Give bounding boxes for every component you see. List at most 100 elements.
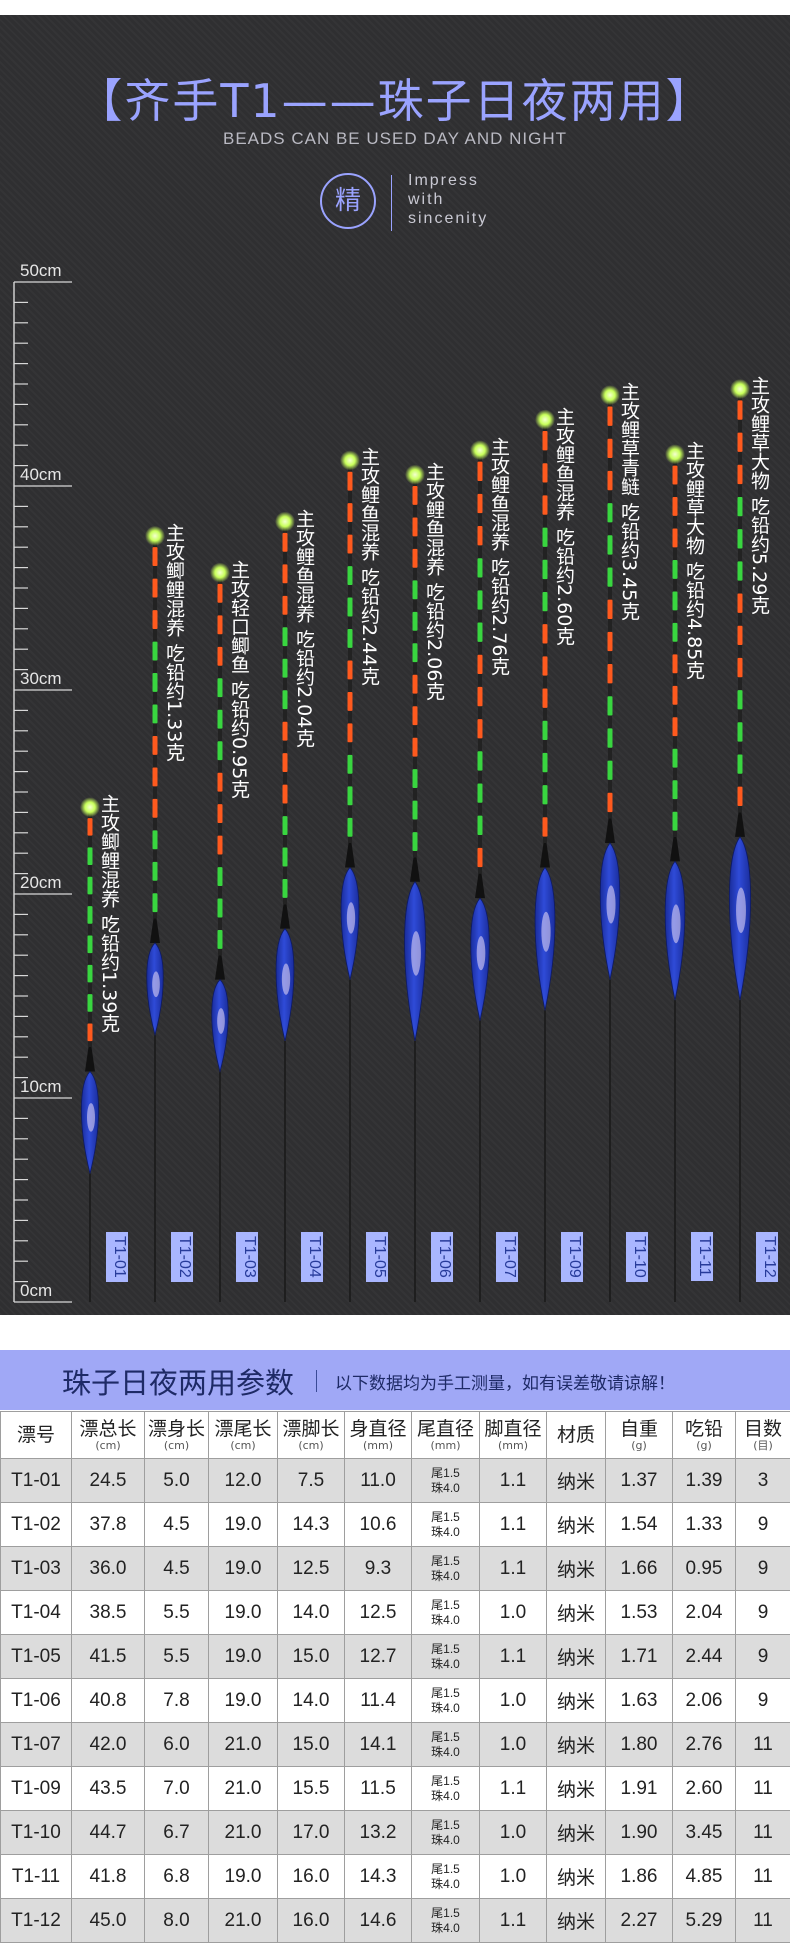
table-cell: 1.63	[605, 1678, 673, 1723]
table-cell: 尾1.5 珠4.0	[411, 1854, 480, 1899]
table-row: T1-11 41.8 6.8 19.0 16.0 14.3 尾1.5 珠4.0 1.0 纳米 1.8…	[0, 1854, 790, 1899]
table-cell-line: 尾1.5	[431, 1509, 460, 1524]
table-cell: 15.0	[277, 1634, 345, 1679]
float-bead	[412, 517, 418, 537]
table-cell: 1.0	[479, 1854, 547, 1899]
spec-header-label: 漂号	[16, 1424, 55, 1446]
table-cell: 2.27	[605, 1898, 673, 1943]
spec-header-label: 身直径	[349, 1417, 407, 1440]
table-cell: 3.45	[672, 1810, 736, 1855]
table-cell-line: 珠4.0	[431, 1788, 460, 1803]
float-body-decoration	[541, 911, 551, 952]
float-bead	[282, 784, 288, 804]
float-bead	[152, 610, 158, 629]
table-cell: 11	[735, 1854, 790, 1899]
float-model-tag: T1-03	[236, 1232, 258, 1282]
float-description: 主攻鲤鱼混养 吃铅约2.76克	[488, 437, 510, 676]
float-tip-glow	[600, 385, 620, 406]
float-t1-04	[275, 511, 295, 1302]
table-cell: 尾1.5 珠4.0	[411, 1458, 480, 1503]
spec-header-cell: 脚直径 (mm)	[479, 1411, 547, 1459]
table-cell: 12.7	[344, 1634, 412, 1679]
page-title: 【齐手T1——珠子日夜两用】	[76, 74, 714, 128]
table-cell: 21.0	[208, 1766, 278, 1811]
ruler-label: 40cm	[20, 465, 62, 484]
table-cell: 尾1.5 珠4.0	[411, 1590, 480, 1635]
table-cell: 1.1	[479, 1634, 547, 1679]
table-cell-line: 珠4.0	[431, 1876, 460, 1891]
spec-header-unit: (mm)	[362, 1438, 393, 1452]
table-cell: 9	[735, 1634, 790, 1679]
float-bead	[672, 559, 678, 579]
float-bead	[152, 767, 158, 787]
float-description: 主攻鲤鱼混养 吃铅约2.06克	[423, 461, 445, 701]
float-bead	[737, 754, 743, 774]
float-bead	[347, 629, 353, 648]
table-cell-line: 珠4.0	[431, 1700, 460, 1715]
table-cell-line: 珠4.0	[431, 1832, 460, 1847]
float-bead	[282, 595, 288, 615]
spec-header-unit: (目)	[753, 1438, 773, 1452]
table-cell: 5.0	[144, 1458, 209, 1503]
float-bead	[737, 464, 743, 485]
float-bead	[152, 704, 158, 724]
float-bead	[412, 643, 418, 663]
spec-header-cell: 目数 (目)	[735, 1411, 790, 1459]
float-tip-glow	[275, 511, 295, 532]
table-cell: 尾1.5 珠4.0	[411, 1678, 480, 1723]
table-cell: T1-09	[0, 1766, 72, 1811]
float-neck	[605, 818, 615, 843]
float-model-tag: T1-02	[171, 1232, 193, 1282]
float-t1-10	[599, 385, 621, 1302]
spec-header-cell: 漂总长 (cm)	[71, 1411, 145, 1459]
float-bead	[347, 660, 353, 680]
spec-header-label: 目数	[743, 1417, 782, 1440]
table-cell: T1-02	[0, 1502, 72, 1547]
float-bead	[607, 470, 613, 491]
table-cell: 7.0	[144, 1766, 209, 1811]
float-description: 主攻鲤草青鲢 吃铅约3.45克	[618, 382, 640, 621]
table-cell-line: 尾1.5	[431, 1597, 460, 1612]
spec-header-row: 漂号 漂总长 (cm) 漂身长 (cm) 漂尾长 (cm) 漂脚长 (cm) 身直径 (mm) 尾直径…	[0, 1411, 790, 1459]
table-cell: 1.1	[479, 1898, 547, 1943]
table-cell: 5.29	[672, 1898, 736, 1943]
float-bead	[607, 535, 613, 555]
spec-header-label: 脚直径	[484, 1417, 542, 1440]
table-cell: 14.0	[277, 1590, 345, 1635]
spec-header-unit: (cm)	[298, 1438, 324, 1452]
table-cell: 5.5	[144, 1634, 209, 1679]
float-neck	[410, 857, 420, 882]
table-cell: 9	[735, 1590, 790, 1635]
table-cell: 尾1.5 珠4.0	[411, 1722, 480, 1767]
table-cell: 1.53	[605, 1590, 673, 1635]
table-cell: 43.5	[71, 1766, 145, 1811]
float-bead	[347, 597, 353, 617]
table-cell: 36.0	[71, 1546, 145, 1591]
table-cell: 6.7	[144, 1810, 209, 1855]
float-bead	[217, 646, 223, 666]
float-bead	[282, 721, 288, 741]
float-bead	[672, 528, 678, 548]
table-cell: 21.0	[208, 1898, 278, 1943]
float-bead	[282, 658, 288, 678]
float-bead	[152, 830, 158, 850]
table-cell: 尾1.5 珠4.0	[411, 1546, 480, 1591]
brand-motto: Impress with sincenity	[408, 171, 488, 228]
table-cell: 纳米	[546, 1458, 606, 1503]
table-cell: 17.0	[277, 1810, 345, 1855]
float-bead	[282, 816, 288, 835]
table-cell: 纳米	[546, 1722, 606, 1767]
float-bead	[477, 461, 483, 481]
float-bead	[542, 624, 548, 644]
ruler-label: 0cm	[20, 1281, 53, 1300]
float-bead	[87, 847, 93, 866]
table-cell-line: 珠4.0	[431, 1612, 460, 1627]
float-bead	[412, 485, 418, 505]
table-cell: 纳米	[546, 1546, 606, 1591]
table-cell: 14.1	[344, 1722, 412, 1767]
float-body-decoration	[86, 1103, 96, 1132]
float-bead	[412, 674, 418, 694]
float-bead	[412, 548, 418, 568]
table-row: T1-12 45.0 8.0 21.0 16.0 14.6 尾1.5 珠4.0 1.1 纳米 2.2…	[0, 1898, 790, 1943]
ruler-label: 20cm	[20, 873, 62, 892]
